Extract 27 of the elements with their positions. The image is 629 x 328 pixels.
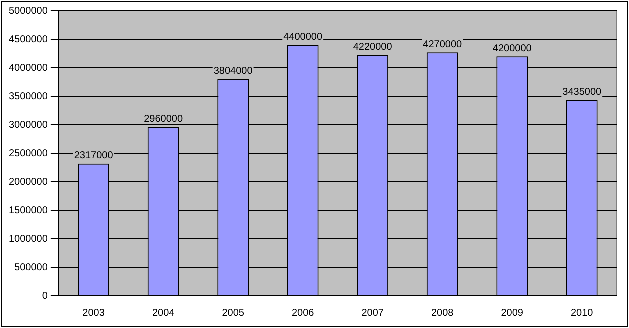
x-tick-label: 2010 xyxy=(570,308,594,319)
y-tick-label: 1000000 xyxy=(8,234,48,245)
y-tick-label: 3500000 xyxy=(8,91,48,102)
y-tick-label: 500000 xyxy=(14,262,48,274)
data-label: 4220000 xyxy=(353,42,393,54)
y-tick-label: 2500000 xyxy=(8,148,48,160)
data-label: 3804000 xyxy=(214,66,254,77)
y-tick-label: 0 xyxy=(42,290,48,302)
x-tick-label: 2008 xyxy=(431,308,454,319)
y-tick-label: 1500000 xyxy=(8,205,48,216)
x-tick-label: 2004 xyxy=(152,308,176,319)
data-label: 2317000 xyxy=(74,150,114,162)
y-tick-label: 5000000 xyxy=(8,6,48,17)
x-tick-label: 2005 xyxy=(222,308,245,319)
x-tick-label: 2006 xyxy=(292,308,315,319)
data-label: 4400000 xyxy=(284,32,323,43)
data-label: 2960000 xyxy=(144,114,184,126)
y-tick-label: 3000000 xyxy=(8,120,48,131)
y-tick-label: 2000000 xyxy=(8,176,48,188)
y-tick-label: 4000000 xyxy=(8,62,48,74)
y-tick-label: 4500000 xyxy=(8,34,48,46)
x-tick-label: 2003 xyxy=(82,308,106,319)
x-tick-label: 2009 xyxy=(501,308,524,319)
data-label: 4200000 xyxy=(492,43,532,54)
data-label: 4270000 xyxy=(423,39,463,50)
data-label: 3435000 xyxy=(562,86,602,98)
x-tick-label: 2007 xyxy=(362,308,384,319)
